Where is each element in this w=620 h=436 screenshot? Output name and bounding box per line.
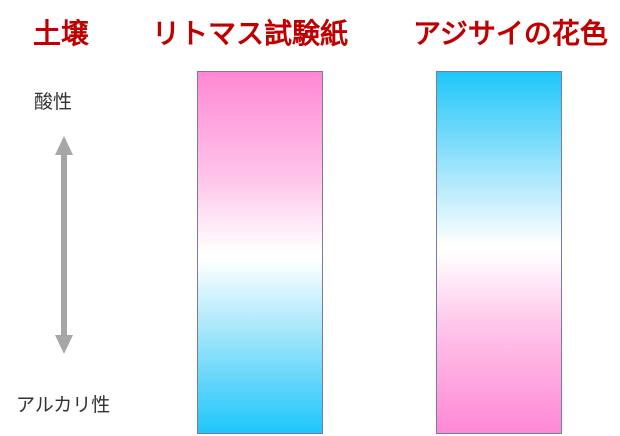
litmus-paper-gradient	[197, 71, 323, 434]
acidic-label: 酸性	[34, 91, 73, 113]
litmus-header: リトマス試験紙	[152, 17, 349, 50]
hydrangea-header: アジサイの花色	[413, 17, 608, 50]
hydrangea-color-gradient	[436, 71, 562, 434]
alkaline-label: アルカリ性	[16, 394, 111, 416]
double-arrow-icon	[55, 136, 73, 354]
soil-header: 土壌	[33, 17, 90, 50]
